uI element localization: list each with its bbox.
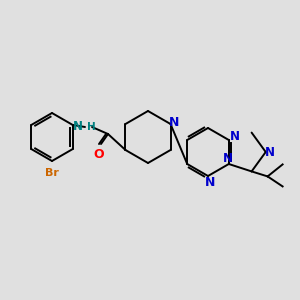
Text: O: O bbox=[94, 148, 104, 161]
Text: N: N bbox=[265, 146, 275, 158]
Text: N: N bbox=[205, 176, 215, 190]
Text: N: N bbox=[230, 130, 240, 142]
Text: N: N bbox=[169, 116, 180, 128]
Text: N: N bbox=[223, 152, 233, 164]
Text: Br: Br bbox=[45, 168, 59, 178]
Text: N: N bbox=[73, 119, 83, 133]
Text: H: H bbox=[87, 122, 96, 132]
